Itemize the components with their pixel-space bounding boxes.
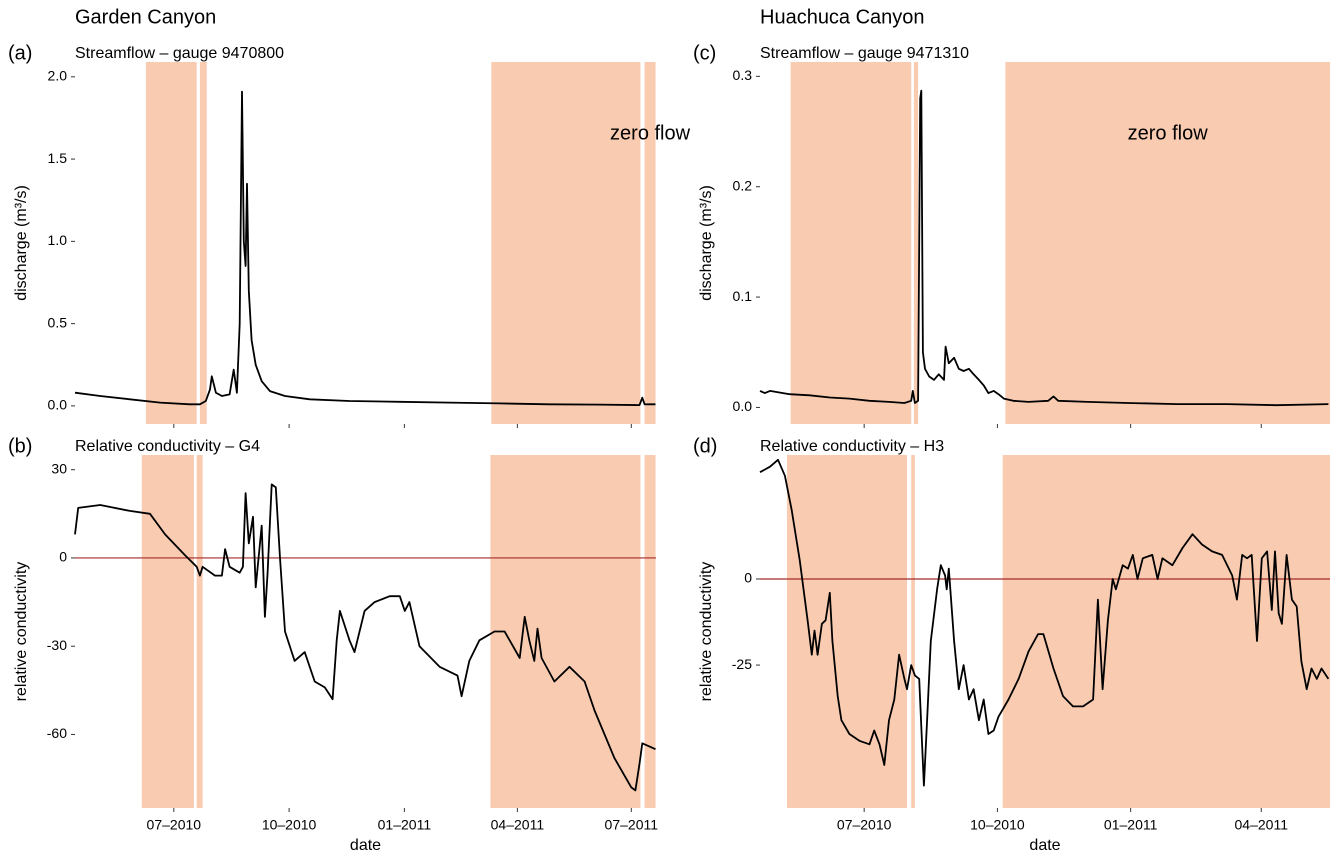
panel-title: Relative conductivity – G4 [75,438,260,455]
y-axis-label: discharge (m³/s) [13,185,30,301]
x-axis-label: date [1029,837,1060,854]
y-axis-label: relative conductivity [13,562,30,702]
zero-flow-period [790,62,912,424]
zero-flow-period [1002,455,1330,808]
zero-flow-period [490,455,641,808]
series-line [759,89,1329,407]
zero-flow-period [786,455,907,808]
y-tick-label: 0.2 [733,177,753,193]
zero-flow-period [145,62,197,424]
zero-flow-period [913,62,919,424]
group-heading: Huachuca Canyon [760,6,925,28]
panel-title: Streamflow – gauge 9470800 [75,45,284,62]
y-tick-label: 0.0 [48,397,68,413]
panel-label: (d) [693,435,717,457]
x-tick-label: 04–2011 [491,817,545,833]
zero-flow-period [644,62,656,424]
zero-flow-period [491,62,641,424]
series-line [74,90,656,406]
zero-flow-period [196,455,203,808]
y-tick-label: 0.5 [48,314,68,330]
panel-title: Streamflow – gauge 9471310 [760,45,969,62]
x-tick-label: 10–2010 [970,817,1025,833]
y-tick-label: 1.5 [48,150,68,166]
zero-flow-period [141,455,194,808]
x-tick-label: 01–2011 [1104,817,1158,833]
y-tick-label: -25 [732,656,752,672]
panel-label: (b) [8,435,32,457]
y-axis-label: relative conductivity [698,562,715,702]
y-tick-label: 0.0 [733,398,753,414]
zero-flow-period [1005,62,1330,424]
x-tick-label: 07–2011 [605,817,659,833]
x-tick-label: 07–2010 [837,817,892,833]
zero-flow-period [911,455,915,808]
y-axis-label: discharge (m³/s) [698,185,715,301]
panel-label: (c) [693,42,716,64]
y-tick-label: 0 [59,549,67,565]
y-tick-label: 0.3 [733,67,753,83]
x-tick-label: 10–2010 [262,817,317,833]
y-tick-label: 0.1 [733,288,753,304]
y-tick-label: 30 [51,460,67,476]
zero-flow-period [644,455,656,808]
panel-label: (a) [8,42,32,64]
x-tick-label: 07–2010 [147,817,202,833]
x-tick-label: 01–2011 [378,817,432,833]
x-axis-label: date [350,837,381,854]
x-tick-label: 04–2011 [1235,817,1289,833]
y-tick-label: 2.0 [48,68,68,84]
annotation: zero flow [610,123,691,145]
y-tick-label: -60 [47,725,67,741]
y-tick-label: -30 [47,637,67,653]
group-heading: Garden Canyon [75,6,216,28]
annotation: zero flow [1128,123,1209,145]
y-tick-label: 1.0 [48,232,68,248]
panel-title: Relative conductivity – H3 [760,438,944,455]
series-line [759,458,1330,787]
zero-flow-period [199,62,207,424]
series-line [74,483,656,792]
y-tick-label: 0 [744,570,752,586]
